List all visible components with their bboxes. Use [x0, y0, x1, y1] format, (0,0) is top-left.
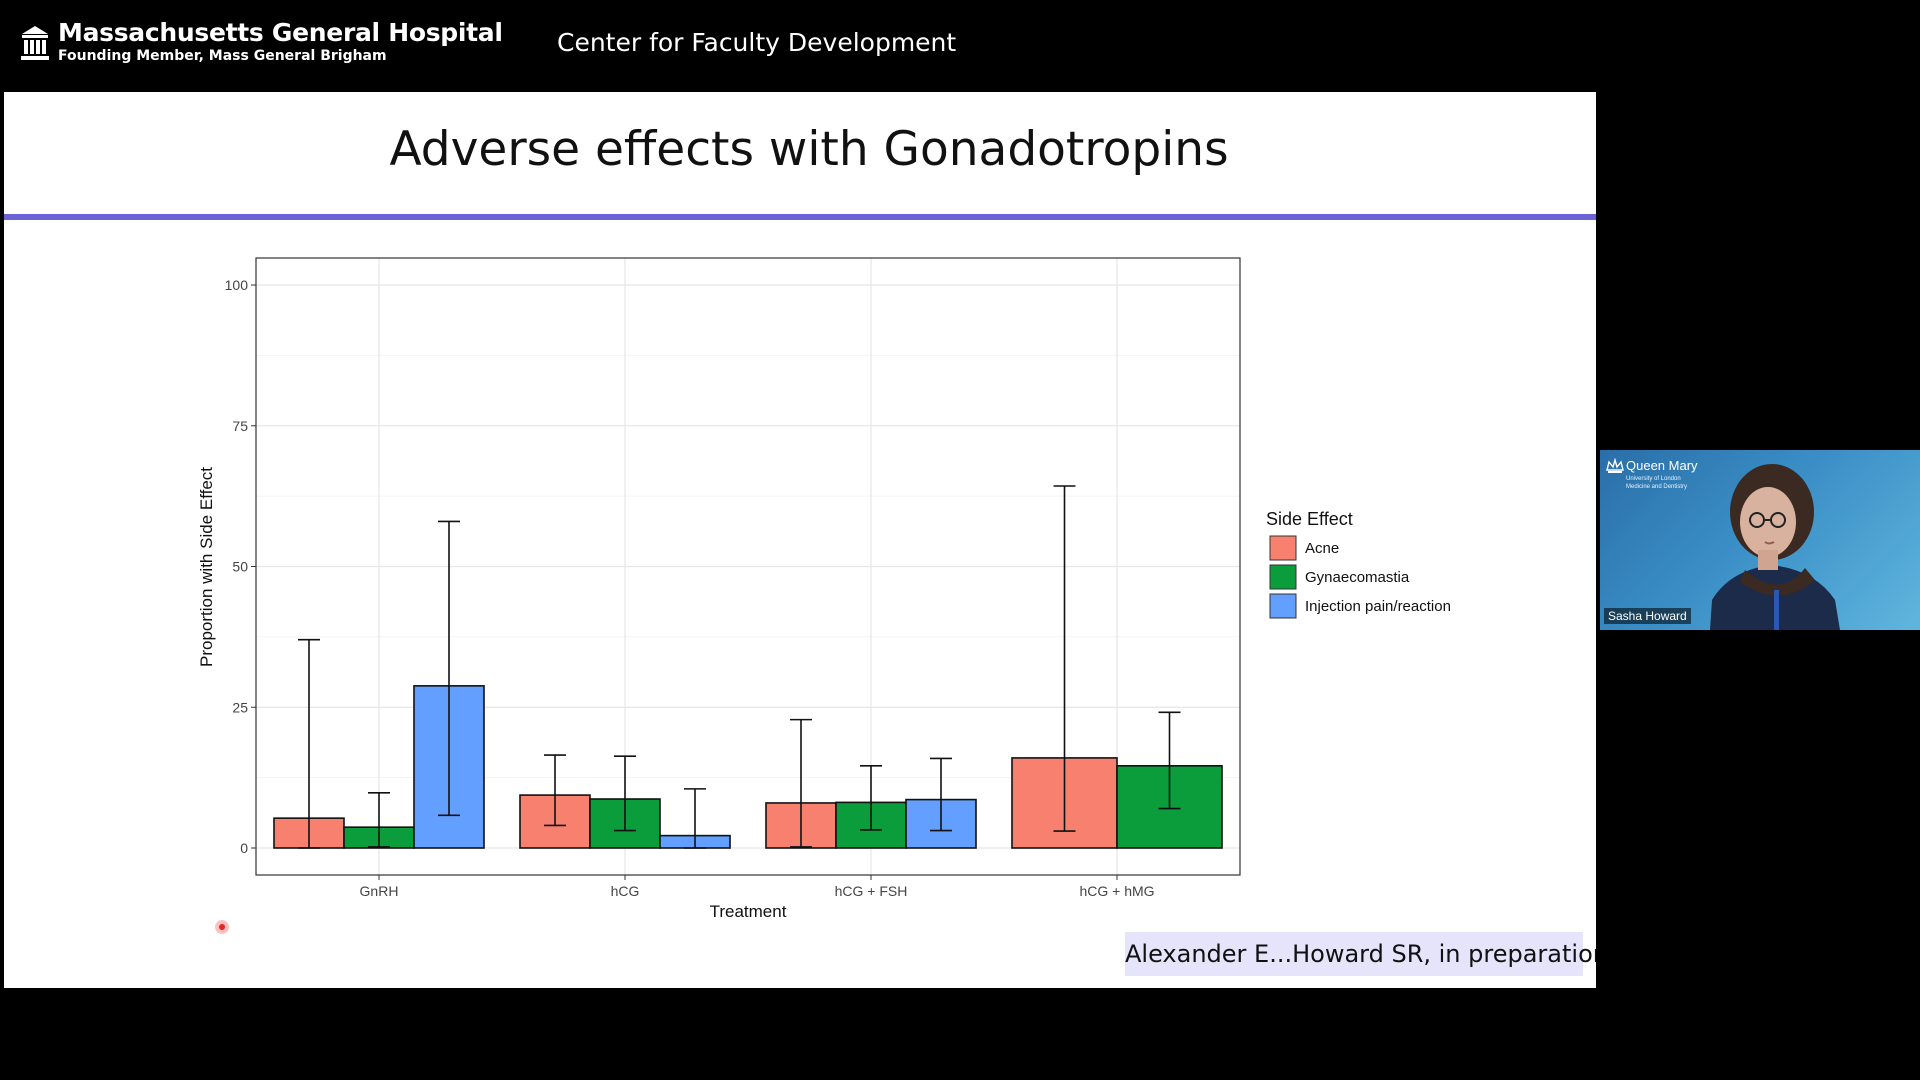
x-tick-label: GnRH — [360, 883, 399, 899]
speaker-name-label: Sasha Howard — [1604, 608, 1691, 624]
x-tick-label: hCG + hMG — [1079, 883, 1154, 899]
legend-swatch — [1269, 535, 1297, 561]
slide-title: Adverse effects with Gonadotropins — [389, 122, 1229, 177]
y-axis-title: Proportion with Side Effect — [197, 467, 216, 667]
laser-pointer — [215, 920, 229, 934]
org-subtitle: Founding Member, Mass General Brigham — [58, 48, 387, 64]
speaker-video-tile[interactable]: Queen Mary University of London Medicine… — [1600, 450, 1920, 630]
legend-swatch — [1269, 564, 1297, 590]
slide: Adverse effects with Gonadotropins 0 25 50… — [4, 92, 1596, 988]
institution-line-2: Medicine and Dentistry — [1626, 484, 1688, 490]
bar-chart: 0 25 50 75 100 GnRH hCG hCG + FSH hCG + hMG Trea… — [197, 257, 1451, 921]
institution-line-1: University of London — [1626, 476, 1681, 482]
presentation-header: Massachusetts General Hospital Founding … — [0, 0, 1920, 92]
y-tick-label: 25 — [232, 699, 248, 715]
crown-icon — [1606, 457, 1624, 479]
y-tick-label: 50 — [232, 559, 248, 575]
x-tick-label: hCG — [611, 883, 640, 899]
citation: Alexander E...Howard SR, in preparation — [1125, 932, 1596, 976]
institution-name: Queen Mary — [1626, 458, 1698, 473]
x-tick-label: hCG + FSH — [835, 883, 908, 899]
legend-label: Acne — [1305, 540, 1339, 557]
y-tick-label: 100 — [225, 277, 249, 293]
title-divider — [4, 214, 1596, 220]
y-tick-label: 75 — [232, 418, 248, 434]
speaker-video-feed — [1710, 464, 1840, 630]
org-name: Massachusetts General Hospital — [58, 18, 503, 47]
building-columns-icon — [21, 26, 49, 60]
y-tick-label: 0 — [240, 840, 248, 856]
legend-label: Injection pain/reaction — [1305, 598, 1451, 615]
axis-layer: 0 25 50 75 100 GnRH hCG hCG + FSH hCG + hMG — [225, 277, 1155, 899]
x-axis-title: Treatment — [710, 902, 787, 921]
legend-title: Side Effect — [1266, 509, 1353, 529]
legend-swatch — [1269, 593, 1297, 619]
center-title: Center for Faculty Development — [557, 28, 957, 57]
legend-label: Gynaecomastia — [1305, 569, 1410, 586]
legend: Side Effect Acne Gynaecomastia Injection p… — [1266, 509, 1451, 619]
bar-layer — [273, 485, 1223, 849]
